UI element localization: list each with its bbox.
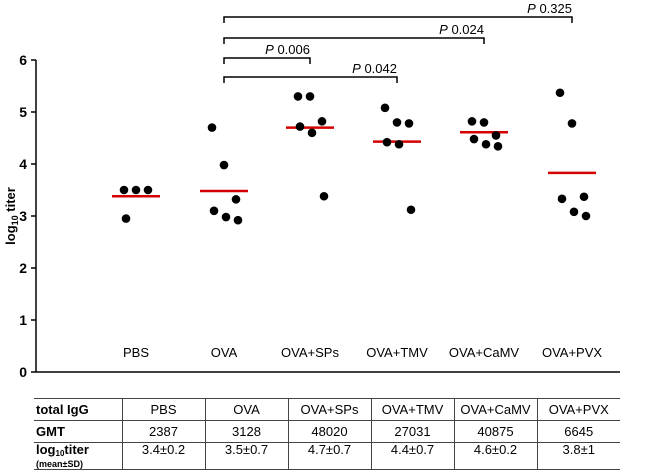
x-tick-label: OVA+TMV [366,345,428,360]
table-cell: OVA+CaMV [453,398,537,421]
data-point [143,185,153,195]
data-point [209,206,219,216]
data-point [231,195,241,204]
table-cell: OVA+PVX [536,398,620,421]
y-tick-label: 2 [19,260,27,276]
table-cell: PBS [121,398,205,421]
x-tick-label: OVA+CaMV [449,345,520,360]
table-cell: 40875 [453,420,537,443]
table-row-label-log-titer: log10titer (mean±SD) [34,442,122,470]
significance-bracket [223,76,398,83]
data-point [221,212,231,222]
table-cell: 3.5±0.7 [204,442,288,470]
data-point [305,92,315,101]
data-point [319,191,329,201]
y-tick-label: 5 [19,104,27,120]
table-cell: 3.4±0.2 [121,442,205,470]
table-cell: 6645 [536,420,620,443]
log-label-subscript: 10 [55,449,65,458]
data-point [317,117,327,126]
data-point [131,185,141,195]
data-point [382,137,392,147]
data-point [219,160,229,170]
x-tick-labels: PBS OVA OVA+SPs OVA+TMV OVA+CaMV OVA+PVX [123,345,602,360]
significance-bracket [223,16,573,23]
table-row-label-gmt: GMT [34,420,122,443]
data-point [207,123,217,132]
data-point [293,92,303,101]
data-point [406,205,416,215]
data-point [479,118,489,127]
data-points [119,88,591,225]
p-value-label: P 0.325 [527,1,572,16]
data-point [404,119,414,128]
data-point [121,214,131,223]
significance-bracket [223,57,311,64]
data-point [380,103,390,113]
table-cell: OVA+SPs [287,398,371,421]
data-point [233,215,243,225]
table-cell: 3.8±1 [536,442,620,470]
y-tick-label: 4 [19,156,27,172]
data-point [579,192,589,202]
table-row-label-total-igg: total IgG [34,398,122,421]
data-point [394,139,404,149]
dot-plot-chart: 0 1 2 3 4 5 6 log10 titer P 0.006 P 0.042 P 0.02… [3,1,620,380]
mean-lines [112,126,596,198]
y-axis-label: log10 titer [3,187,20,245]
table-cell: OVA+TMV [370,398,454,421]
table-cell: 48020 [287,420,371,443]
x-tick-label: OVA+PVX [542,345,602,360]
y-tick-label: 6 [19,52,27,68]
data-point [392,118,402,127]
table-cell: 4.4±0.7 [370,442,454,470]
table-cell: 4.6±0.2 [453,442,537,470]
significance-brackets: P 0.006 P 0.042 P 0.024 P 0.325 [223,1,573,83]
data-point [467,117,477,126]
significance-bracket [223,37,485,44]
y-tick-label: 3 [19,208,27,224]
summary-table: total IgG PBS OVA OVA+SPs OVA+TMV OVA+Ca… [34,398,620,470]
data-point [581,211,591,221]
x-tick-label: OVA+SPs [281,345,339,360]
y-ticks: 0 1 2 3 4 5 6 [19,52,36,380]
data-point [493,142,503,151]
data-point [555,88,565,98]
y-axis-label-subscript: 10 [10,215,20,225]
data-point [567,119,577,128]
y-tick-label: 0 [19,364,27,380]
data-point [469,134,479,144]
data-point [119,185,129,195]
x-tick-label: OVA [211,345,238,360]
x-tick-label: PBS [123,345,149,360]
data-point [481,139,491,149]
data-point [557,194,567,204]
log-label-rest: titer [64,442,89,457]
table-header-row: total IgG PBS OVA OVA+SPs OVA+TMV OVA+Ca… [34,398,620,421]
data-point [295,122,305,131]
table-cell: 27031 [370,420,454,443]
log-label-note: (mean±SD) [36,459,83,469]
data-point [491,131,501,140]
y-tick-label: 1 [19,312,27,328]
table-cell: 4.7±0.7 [287,442,371,470]
table-cell: 3128 [204,420,288,443]
data-point [307,128,317,138]
table-row-gmt: GMT 2387 3128 48020 27031 40875 6645 [34,420,620,443]
log-label-main: log [36,442,56,457]
data-point [569,207,579,217]
table-cell: OVA [204,398,288,421]
table-cell: 2387 [121,420,205,443]
p-value-label: P 0.042 [352,61,397,76]
table-row-log-titer: log10titer (mean±SD) 3.4±0.2 3.5±0.7 4.7… [34,442,620,470]
p-value-label: P 0.006 [265,42,310,57]
y-axis-label-rest: titer [3,187,18,215]
p-value-label: P 0.024 [439,22,484,37]
